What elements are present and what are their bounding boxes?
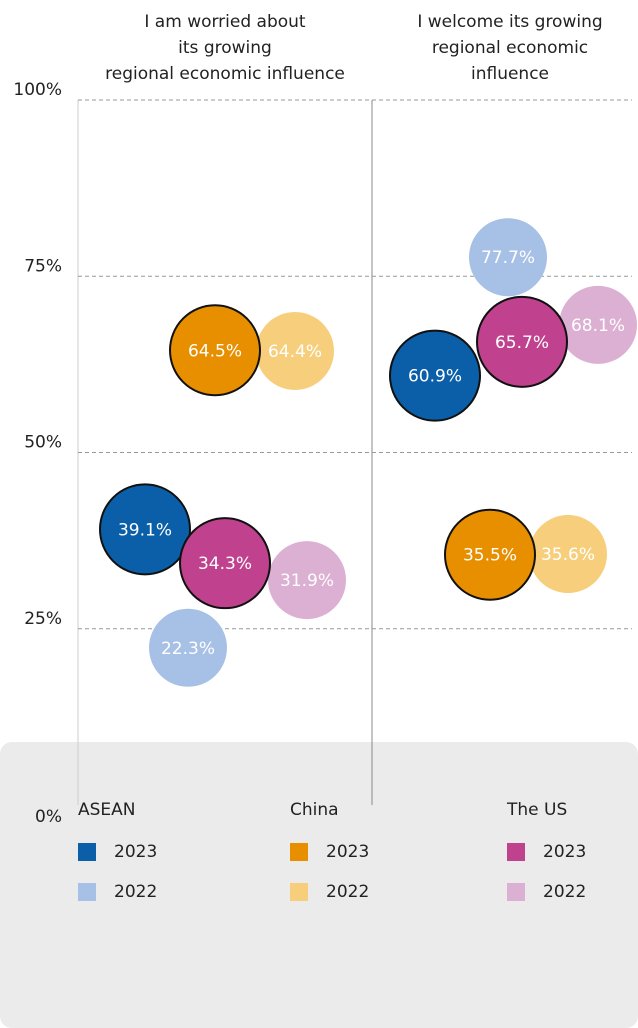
data-label: 68.1% bbox=[571, 316, 625, 336]
legend-swatch bbox=[507, 883, 525, 901]
legend-swatch bbox=[290, 843, 308, 861]
data-label: 31.9% bbox=[280, 571, 334, 591]
bubble bbox=[476, 295, 568, 388]
data-label: 64.4% bbox=[268, 342, 322, 362]
column-heading: I welcome its growing regional economic in… bbox=[417, 12, 602, 84]
y-tick-label: 75% bbox=[24, 256, 62, 276]
y-tick-label: 25% bbox=[24, 609, 62, 629]
bubble bbox=[179, 517, 271, 610]
data-label: 64.5% bbox=[188, 341, 242, 361]
bubble bbox=[149, 608, 227, 687]
data-label: 22.3% bbox=[161, 639, 215, 659]
bubble bbox=[268, 541, 346, 620]
legend-swatch bbox=[78, 843, 96, 861]
legend-label: 2022 bbox=[326, 882, 369, 902]
legend-group: ASEAN bbox=[78, 800, 136, 820]
bubble bbox=[389, 329, 481, 422]
legend-box bbox=[0, 742, 638, 1028]
legend-label: 2023 bbox=[114, 842, 157, 862]
legend-swatch bbox=[507, 843, 525, 861]
legend-group: China bbox=[290, 800, 339, 820]
bubble bbox=[256, 311, 334, 390]
data-label: 39.1% bbox=[118, 520, 172, 540]
data-label: 34.3% bbox=[198, 554, 252, 574]
data-label: 60.9% bbox=[408, 367, 462, 387]
data-label: 35.6% bbox=[541, 545, 595, 565]
legend-label: 2023 bbox=[326, 842, 369, 862]
y-tick-label: 0% bbox=[35, 807, 62, 827]
legend-group: The US bbox=[506, 800, 567, 820]
legend-label: 2022 bbox=[114, 882, 157, 902]
bubble bbox=[469, 218, 547, 297]
data-label: 35.5% bbox=[463, 546, 517, 566]
bubble bbox=[444, 508, 536, 601]
bubble bbox=[99, 483, 191, 576]
bubble bbox=[529, 515, 607, 594]
legend-swatch bbox=[290, 883, 308, 901]
y-tick-label: 100% bbox=[13, 80, 62, 100]
data-label: 65.7% bbox=[495, 333, 549, 353]
bubble bbox=[559, 285, 637, 364]
data-label: 77.7% bbox=[481, 248, 535, 268]
y-tick-label: 50% bbox=[24, 433, 62, 453]
legend-swatch bbox=[78, 883, 96, 901]
bubble bbox=[169, 304, 261, 397]
legend-label: 2022 bbox=[543, 882, 586, 902]
legend-label: 2023 bbox=[543, 842, 586, 862]
column-heading: I am worried about its growing regional ec… bbox=[105, 12, 345, 84]
